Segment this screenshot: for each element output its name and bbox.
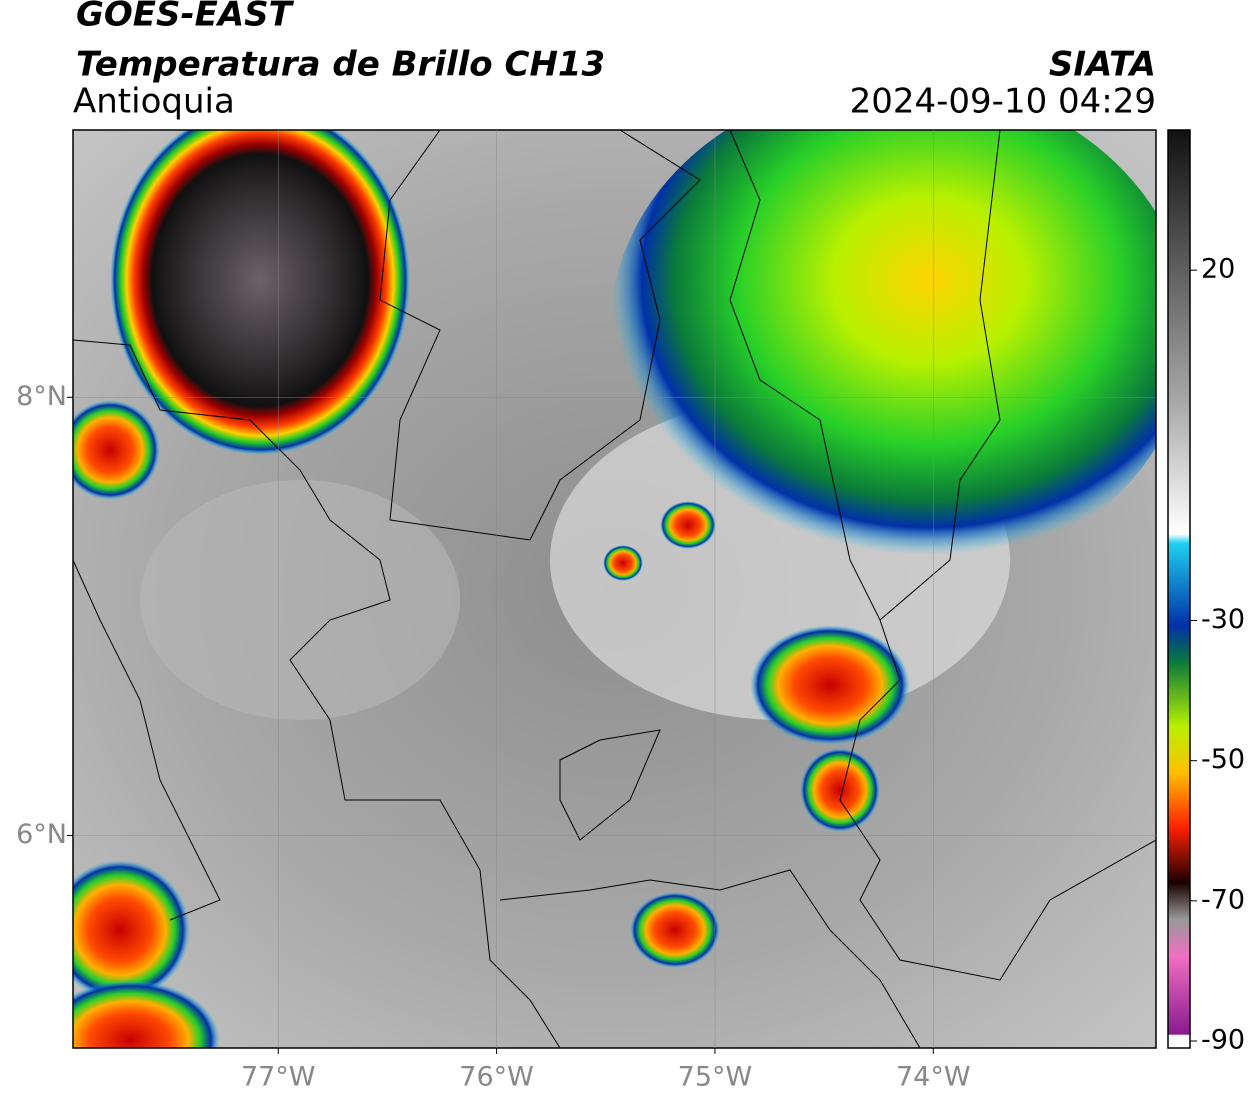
map-image bbox=[73, 130, 1156, 1048]
colorbar-tick-label: -70 bbox=[1201, 884, 1245, 915]
region: Antioquia bbox=[73, 82, 235, 122]
x-tick-label: 74°W bbox=[896, 1062, 971, 1093]
colorbar-tick-label: -90 bbox=[1201, 1024, 1245, 1055]
x-tick-label: 75°W bbox=[678, 1062, 753, 1093]
source: SIATA bbox=[1049, 45, 1156, 85]
x-tick-label: 77°W bbox=[241, 1062, 316, 1093]
subtitle: Temperatura de Brillo CH13 bbox=[76, 45, 605, 85]
colorbar-tick-label: 20 bbox=[1201, 254, 1235, 285]
map-frame bbox=[72, 129, 1157, 1049]
y-tick-label: 6°N bbox=[16, 819, 67, 850]
title: GOES-EAST bbox=[76, 0, 295, 35]
colorbar-tick-label: -30 bbox=[1201, 604, 1245, 635]
x-tick-label: 76°W bbox=[459, 1062, 534, 1093]
datetime: 2024-09-10 04:29 bbox=[850, 82, 1156, 122]
colorbar-tick-label: -50 bbox=[1201, 744, 1245, 775]
colorbar bbox=[1167, 129, 1191, 1049]
y-tick-label: 8°N bbox=[16, 381, 67, 412]
